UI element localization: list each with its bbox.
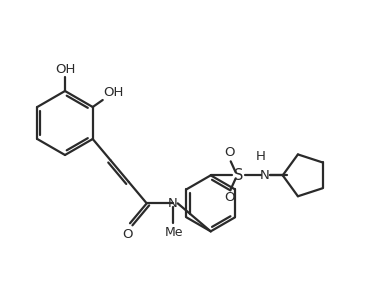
Text: O: O <box>123 228 133 241</box>
Text: O: O <box>225 146 235 159</box>
Text: N: N <box>260 169 270 182</box>
Text: N: N <box>168 197 178 210</box>
Text: OH: OH <box>104 86 124 99</box>
Text: Me: Me <box>165 226 183 239</box>
Text: OH: OH <box>55 63 75 76</box>
Text: H: H <box>256 150 265 163</box>
Text: O: O <box>225 191 235 204</box>
Text: S: S <box>234 168 243 183</box>
